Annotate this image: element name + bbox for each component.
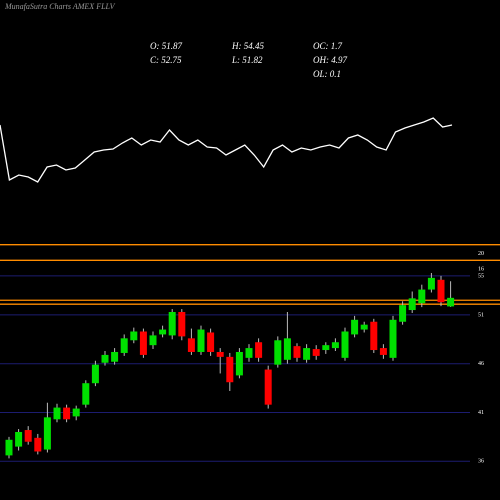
header-stat: H: 54.45	[231, 41, 264, 51]
candle-body	[437, 279, 445, 303]
candle-body	[5, 439, 13, 456]
candle-body	[293, 346, 301, 358]
candle-body	[389, 319, 397, 358]
candle-body	[197, 329, 205, 352]
level-label: 20	[478, 251, 484, 257]
candle-body	[235, 351, 243, 376]
candle-body	[207, 332, 215, 352]
candle-body	[370, 321, 378, 351]
candle-body	[360, 324, 368, 330]
header-stat: O: 51.87	[150, 41, 182, 51]
candle-body	[43, 417, 51, 450]
candle-body	[82, 383, 90, 405]
header-stat: OH: 4.97	[313, 55, 347, 65]
candle-body	[111, 351, 119, 362]
candle-body	[178, 311, 186, 337]
candle-body	[149, 335, 157, 346]
candle-body	[312, 349, 320, 356]
chart-title: MunafaSutra Charts AMEX FLLV	[4, 2, 116, 11]
y-tick-label: 36	[478, 459, 484, 465]
candle-body	[226, 356, 234, 383]
indicator-line	[0, 117, 453, 183]
candle-body	[34, 437, 42, 452]
candle-body	[351, 319, 359, 335]
candle-body	[63, 407, 71, 420]
candle-body	[72, 408, 80, 417]
candle-body	[101, 354, 109, 363]
candle-body	[245, 348, 253, 358]
candle-body	[322, 345, 330, 351]
candle-body	[303, 348, 311, 360]
candle-body	[408, 298, 416, 311]
candle-body	[159, 329, 167, 335]
candle-body	[216, 351, 224, 357]
candle-body	[139, 331, 147, 355]
y-tick-label: 55	[478, 273, 484, 279]
candle-body	[264, 369, 272, 405]
level-label: 16	[478, 267, 484, 273]
y-tick-label: 51	[478, 312, 484, 318]
header-stat: OL: 0.1	[313, 69, 341, 79]
header-stat: C: 52.75	[150, 55, 182, 65]
candle-body	[418, 289, 426, 304]
candle-body	[24, 430, 32, 442]
candle-body	[399, 305, 407, 322]
candle-body	[341, 331, 349, 358]
candle-body	[130, 331, 138, 341]
candle-body	[168, 311, 176, 336]
candle-body	[15, 431, 23, 447]
candle-body	[427, 277, 435, 290]
y-tick-label: 46	[478, 361, 484, 367]
candle-body	[53, 407, 61, 420]
candle-body	[447, 297, 455, 307]
candle-body	[379, 348, 387, 355]
candle-body	[331, 342, 339, 349]
candle-body	[274, 340, 282, 365]
candle-body	[91, 364, 99, 384]
candle-body	[120, 338, 128, 353]
candle-body	[255, 342, 263, 358]
y-tick-label: 41	[478, 410, 484, 416]
header-stat: OC: 1.7	[313, 41, 342, 51]
candle-body	[283, 338, 291, 360]
header-stat: L: 51.82	[231, 55, 263, 65]
candle-body	[187, 338, 195, 352]
